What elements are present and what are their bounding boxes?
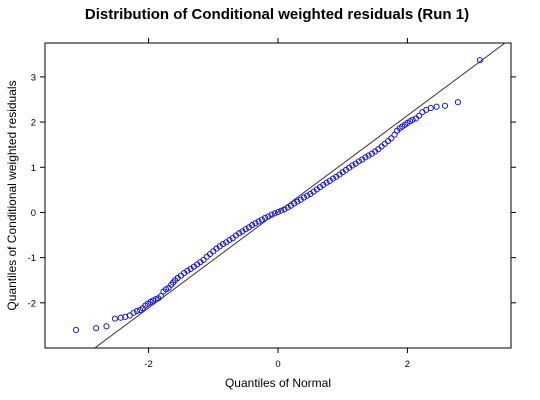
data-point bbox=[130, 309, 137, 316]
data-point bbox=[409, 116, 416, 123]
x-tick-label: 0 bbox=[275, 359, 280, 370]
data-point bbox=[427, 105, 434, 112]
plot-frame bbox=[44, 42, 512, 349]
data-point bbox=[103, 323, 110, 330]
data-point bbox=[300, 194, 307, 201]
data-point bbox=[416, 112, 423, 119]
y-tick-label: 0 bbox=[31, 208, 36, 219]
data-point bbox=[388, 135, 395, 142]
data-point bbox=[291, 200, 298, 207]
data-point bbox=[441, 102, 449, 109]
data-point bbox=[323, 179, 330, 186]
data-point bbox=[236, 230, 243, 237]
data-point bbox=[384, 138, 392, 145]
data-point bbox=[111, 315, 118, 322]
data-point bbox=[355, 158, 362, 165]
data-point bbox=[258, 216, 265, 223]
chart-title: Distribution of Conditional weighted res… bbox=[85, 6, 469, 23]
y-tick-label: -2 bbox=[28, 298, 36, 309]
y-tick-label: 3 bbox=[31, 72, 36, 83]
data-point bbox=[433, 103, 440, 110]
reference-line bbox=[94, 42, 506, 349]
data-point bbox=[271, 210, 278, 217]
data-point bbox=[378, 143, 385, 150]
x-tick-label: 2 bbox=[405, 359, 410, 370]
data-point bbox=[133, 307, 140, 314]
data-point bbox=[242, 226, 249, 233]
data-point bbox=[454, 99, 461, 106]
data-point bbox=[203, 253, 210, 260]
data-point bbox=[226, 236, 233, 244]
data-point bbox=[252, 220, 259, 227]
data-point bbox=[329, 175, 337, 182]
x-axis-label: Quantiles of Normal bbox=[225, 376, 331, 390]
data-point bbox=[294, 198, 301, 205]
axis-ticks: -2 0 2 -2 -1 0 1 2 3 bbox=[28, 38, 516, 370]
data-point bbox=[278, 207, 285, 214]
y-tick-label: 2 bbox=[31, 118, 36, 129]
data-point bbox=[117, 314, 124, 321]
data-point bbox=[304, 192, 311, 199]
data-point bbox=[210, 248, 217, 255]
data-point bbox=[349, 162, 356, 169]
data-point bbox=[249, 222, 256, 229]
x-tick-label: -2 bbox=[144, 359, 152, 370]
data-point bbox=[365, 152, 372, 159]
y-axis-label: Quantiles of Conditional weighted residu… bbox=[5, 80, 19, 310]
data-point bbox=[93, 325, 100, 332]
data-point bbox=[73, 326, 80, 333]
data-point bbox=[262, 214, 269, 221]
data-point bbox=[362, 154, 369, 161]
data-point bbox=[255, 218, 262, 225]
data-point bbox=[381, 140, 388, 147]
data-point bbox=[152, 296, 159, 303]
data-point bbox=[200, 256, 207, 263]
data-point bbox=[274, 208, 282, 216]
y-tick-label: -1 bbox=[28, 253, 36, 264]
y-tick-label: 1 bbox=[31, 163, 36, 174]
data-point bbox=[206, 250, 214, 258]
data-point bbox=[412, 115, 419, 122]
data-point bbox=[219, 241, 227, 248]
data-point bbox=[419, 109, 426, 116]
data-point bbox=[184, 267, 191, 274]
data-points bbox=[73, 57, 483, 333]
